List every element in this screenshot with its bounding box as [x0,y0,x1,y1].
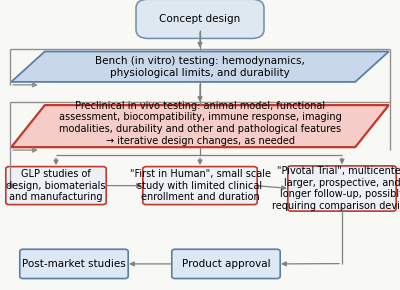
FancyBboxPatch shape [288,166,396,211]
Text: Preclinical in vivo testing: animal model, functional
assessment, biocompatibili: Preclinical in vivo testing: animal mode… [59,101,341,146]
Text: Concept design: Concept design [159,14,241,24]
Text: "First in Human", small scale
study with limited clinical
enrollment and duratio: "First in Human", small scale study with… [130,169,270,202]
FancyBboxPatch shape [143,166,257,205]
Text: Product approval: Product approval [182,259,270,269]
FancyBboxPatch shape [136,0,264,38]
Text: "Pivotal Trial", multicenter,
larger, prospective, and
longer follow-up, possibl: "Pivotal Trial", multicenter, larger, pr… [272,166,400,211]
FancyBboxPatch shape [20,249,128,278]
FancyBboxPatch shape [172,249,280,278]
Text: GLP studies of
design, biomaterials
and manufacturing: GLP studies of design, biomaterials and … [6,169,106,202]
Polygon shape [11,105,389,147]
FancyBboxPatch shape [6,166,106,205]
Text: Post-market studies: Post-market studies [22,259,126,269]
Polygon shape [11,52,389,82]
Text: Bench (in vitro) testing: hemodynamics,
physiological limits, and durability: Bench (in vitro) testing: hemodynamics, … [95,56,305,77]
